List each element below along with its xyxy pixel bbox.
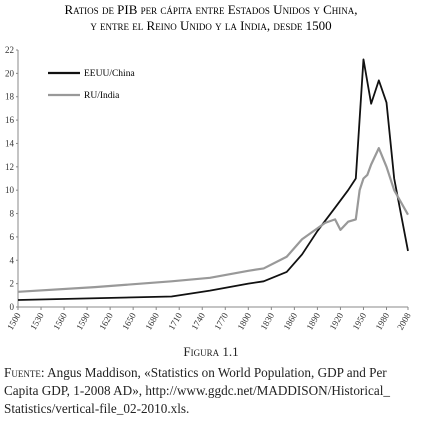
y-tick-label: 4 [10,255,15,265]
x-tick-label: 1560 [51,311,69,332]
x-tick-label: 1890 [304,311,322,332]
legend-label: EEUU/China [84,69,135,79]
x-tick-label: 1800 [235,311,253,332]
x-tick-label: 1500 [5,311,23,332]
series-line [17,147,409,293]
y-tick-label: 22 [5,45,14,55]
chart: Ratios de PIB per cápita entre Estados U… [5,2,413,332]
series-line [17,58,409,301]
chart-title: Ratios de PIB per cápita entre Estados U… [65,2,358,17]
x-tick-label: 1770 [212,311,230,332]
source-text: Angus Maddison, «Statistics on World Pop… [4,365,390,416]
x-tick-label: 1650 [120,311,138,332]
x-tick-label: 1860 [281,311,299,332]
x-tick-label: 1920 [328,311,346,332]
x-tick-label: 1830 [258,311,276,332]
x-tick-label: 1530 [28,311,46,332]
x-tick-label: 1980 [374,311,392,332]
chart-title: y entre el Reino Unido y la India, desde… [90,18,331,33]
source-label: Fuente: [4,365,45,380]
x-tick-label: 1680 [143,311,161,332]
y-tick-label: 16 [5,115,15,125]
x-tick-label: 1950 [351,311,369,332]
y-tick-label: 10 [5,185,15,195]
y-tick-label: 8 [10,209,15,219]
y-tick-label: 20 [5,68,15,78]
y-tick-label: 14 [5,138,15,148]
y-tick-label: 0 [10,302,15,312]
figure-label: Figura 1.1 [183,344,239,359]
source: Fuente: Angus Maddison, «Statistics on W… [4,364,418,418]
x-tick-label: 1620 [97,311,115,332]
y-tick-label: 12 [5,162,14,172]
x-tick-label: 1710 [166,311,184,332]
legend-label: RU/India [84,91,120,101]
y-tick-label: 18 [5,92,15,102]
y-tick-label: 6 [10,232,15,242]
x-tick-label: 2008 [395,311,413,332]
x-tick-label: 1590 [74,311,92,332]
y-tick-label: 2 [10,279,15,289]
x-tick-label: 1740 [189,311,207,332]
